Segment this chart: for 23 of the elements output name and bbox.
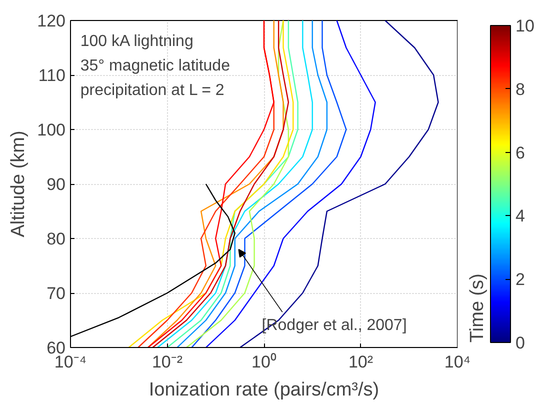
y-tick-label: 100 — [37, 120, 66, 140]
color-bar-label: 6 — [516, 143, 525, 162]
y-axis-title: Altitude (km) — [8, 130, 30, 238]
y-tick-label: 80 — [46, 230, 66, 248]
y-tick-label: 70 — [46, 284, 66, 303]
x-tick-label: 10⁴ — [444, 352, 471, 372]
annotation: 35° magnetic latitude — [80, 57, 230, 74]
y-tick-label: 120 — [37, 12, 66, 30]
x-tick-label: 10⁻⁴ — [54, 352, 87, 372]
y-tick-label: 90 — [46, 175, 66, 194]
x-axis-title: Ionization rate (pairs/cm³/s) — [148, 380, 380, 400]
annotation: 100 kA lightning — [80, 32, 194, 50]
color-bar-title: Time (s) — [467, 274, 488, 342]
annotation: precipitation at L = 2 — [80, 82, 224, 99]
color-bar-label: 4 — [516, 206, 525, 226]
x-tick-label: 10⁻² — [152, 352, 183, 372]
color-bar-label: 2 — [516, 270, 525, 290]
color-bar-label: 8 — [516, 80, 525, 99]
x-tick-label: 10⁰ — [252, 352, 276, 372]
color-bar-label: 0 — [516, 334, 525, 352]
color-bar-label: 10 — [516, 16, 534, 36]
x-tick-label: 10² — [348, 352, 374, 372]
y-tick-label: 110 — [38, 66, 66, 85]
